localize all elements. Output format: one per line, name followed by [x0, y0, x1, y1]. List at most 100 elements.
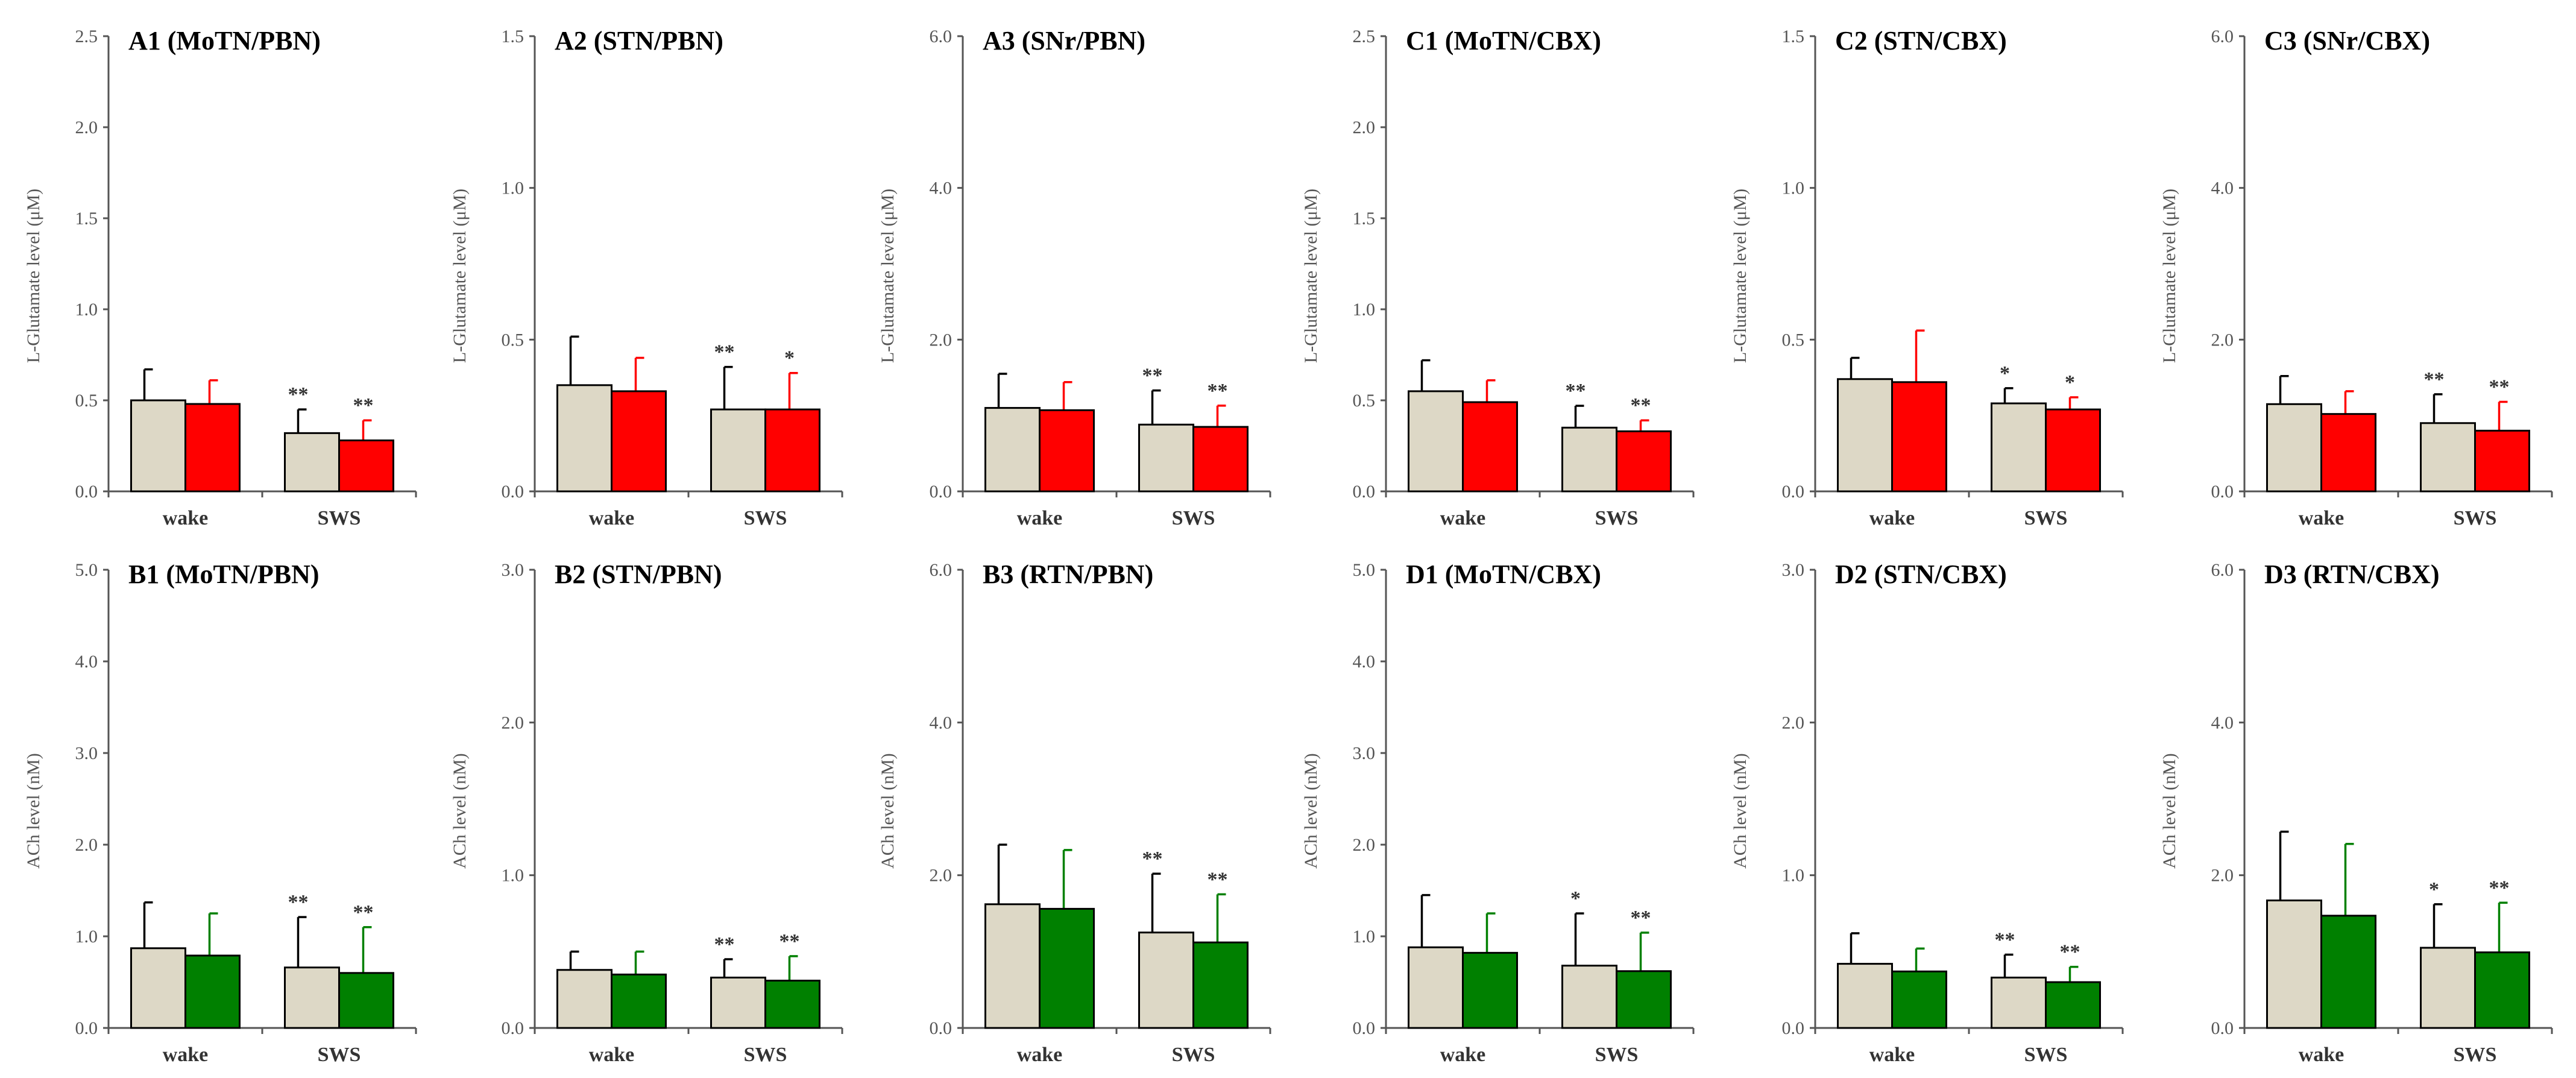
- y-tick-label: 1.0: [75, 300, 98, 320]
- y-axis-label: ACh level (nM): [1730, 753, 1750, 869]
- chart-panel-c3: 0.0 2.0 4.0 6.0 L-Glutamate level (μM) C3 (SN…: [2159, 26, 2553, 529]
- significance-marker: *: [784, 347, 795, 370]
- bar-control: [1991, 976, 2047, 1029]
- y-tick-label: 2.0: [1353, 118, 1376, 137]
- panel-title: B1 (MoTN/PBN): [128, 559, 320, 589]
- bar-treated: [2474, 429, 2530, 493]
- y-axis-label: L-Glutamate level (μM): [24, 189, 43, 363]
- significance-marker: **: [1566, 380, 1586, 402]
- bar-control: [1408, 390, 1464, 493]
- y-tick-label: 1.5: [1782, 27, 1805, 46]
- y-tick-label: 0.0: [1782, 482, 1805, 502]
- bar-control: [556, 969, 613, 1029]
- y-tick-label: 2.5: [75, 27, 98, 46]
- bar-treated: [2320, 915, 2376, 1029]
- bar-control: [2420, 947, 2476, 1029]
- x-category-label: wake: [1440, 507, 1486, 529]
- bar-control: [1138, 423, 1194, 493]
- chart-panel-c2: 0.0 0.5 1.0 1.5 L-Glutamate level (μM) C2 (ST…: [1730, 26, 2124, 529]
- x-category-label: SWS: [1595, 1044, 1639, 1066]
- y-tick-label: 2.0: [930, 330, 953, 350]
- y-tick-label: 1.0: [502, 866, 524, 886]
- bar-control: [2266, 899, 2322, 1029]
- y-tick-label: 1.5: [1353, 209, 1376, 229]
- y-tick-label: 1.0: [1782, 178, 1805, 198]
- y-tick-label: 2.0: [75, 835, 98, 855]
- y-axis-label: L-Glutamate level (μM): [1730, 189, 1750, 363]
- y-tick-label: 1.0: [1353, 927, 1376, 947]
- x-category-label: SWS: [1172, 507, 1215, 529]
- y-axis-label: ACh level (nM): [878, 753, 898, 869]
- y-tick-label: 2.0: [930, 866, 953, 886]
- x-category-label: SWS: [2454, 507, 2497, 529]
- x-category-label: SWS: [744, 1044, 787, 1066]
- x-category-label: wake: [589, 507, 635, 529]
- significance-marker: **: [2489, 877, 2510, 899]
- bar-treated: [184, 954, 241, 1029]
- y-tick-label: 1.0: [75, 927, 98, 947]
- y-tick-label: 0.0: [1782, 1018, 1805, 1038]
- y-tick-label: 2.0: [2211, 866, 2234, 886]
- bar-control: [984, 407, 1041, 493]
- x-category-label: SWS: [318, 507, 361, 529]
- y-tick-label: 0.5: [75, 391, 98, 411]
- significance-marker: **: [288, 383, 309, 406]
- y-tick-label: 3.0: [1353, 743, 1376, 763]
- y-tick-label: 1.0: [502, 178, 524, 198]
- significance-marker: **: [1208, 380, 1228, 402]
- significance-marker: **: [353, 901, 374, 924]
- y-tick-label: 4.0: [75, 652, 98, 672]
- chart-panel-a2: 0.0 0.5 1.0 1.5 L-Glutamate level (μM) A2 (ST…: [450, 26, 843, 529]
- bar-treated: [1462, 401, 1518, 493]
- chart-panel-d3: 0.0 2.0 4.0 6.0 ACh level (nM) D3 (RTN/CBX) wa…: [2159, 559, 2553, 1066]
- y-tick-label: 0.0: [2211, 1018, 2234, 1038]
- bar-control: [2420, 422, 2476, 493]
- panel-title: D1 (MoTN/CBX): [1406, 559, 1601, 589]
- panel-title: D2 (STN/CBX): [1835, 559, 2007, 589]
- y-tick-label: 1.5: [75, 209, 98, 229]
- significance-marker: **: [353, 394, 374, 417]
- bar-control: [1561, 965, 1617, 1029]
- y-tick-label: 4.0: [930, 713, 953, 733]
- bar-treated: [764, 408, 820, 493]
- y-axis-label: ACh level (nM): [1301, 753, 1321, 869]
- y-axis-label: L-Glutamate level (μM): [2159, 189, 2179, 363]
- bar-control: [1408, 946, 1464, 1029]
- bar-control: [556, 384, 613, 493]
- panel-title: C1 (MoTN/CBX): [1406, 26, 1601, 55]
- chart-panel-d2: 0.0 1.0 2.0 3.0 ACh level (nM) D2 (STN/CBX) wa…: [1730, 559, 2124, 1066]
- significance-marker: **: [288, 891, 309, 913]
- y-tick-label: 3.0: [75, 743, 98, 763]
- bar-treated: [764, 979, 820, 1029]
- panel-title: B3 (RTN/PBN): [983, 559, 1153, 589]
- y-tick-label: 0.0: [1353, 1018, 1376, 1038]
- chart-panel-a1: 0.0 0.5 1.0 1.5 2.0 2.5 L-Glutamate level (μM)…: [24, 26, 417, 529]
- y-tick-label: 5.0: [1353, 560, 1376, 580]
- y-tick-label: 1.5: [502, 27, 524, 46]
- x-category-label: SWS: [1172, 1044, 1215, 1066]
- bar-treated: [2045, 981, 2101, 1029]
- bar-treated: [1462, 951, 1518, 1029]
- x-category-label: wake: [163, 507, 209, 529]
- y-tick-label: 0.5: [1353, 391, 1376, 411]
- significance-marker: **: [2060, 941, 2080, 963]
- bar-treated: [338, 972, 394, 1029]
- chart-panel-b2: 0.0 1.0 2.0 3.0 ACh level (nM) B2 (STN/PBN) wa…: [450, 559, 843, 1066]
- significance-marker: **: [2489, 376, 2510, 399]
- chart-panel-a3: 0.0 2.0 4.0 6.0 L-Glutamate level (μM) A3 (SN…: [878, 26, 1271, 529]
- bar-treated: [611, 390, 667, 493]
- x-category-label: SWS: [318, 1044, 361, 1066]
- bar-control: [984, 903, 1041, 1029]
- bar-control: [710, 976, 766, 1029]
- significance-marker: **: [1631, 907, 1651, 929]
- significance-marker: *: [1570, 887, 1581, 910]
- y-tick-label: 5.0: [75, 560, 98, 580]
- bar-control: [1837, 378, 1893, 493]
- y-tick-label: 0.0: [1353, 482, 1376, 502]
- bar-control: [284, 432, 340, 493]
- y-tick-label: 4.0: [930, 178, 953, 198]
- x-category-label: wake: [1017, 1044, 1063, 1066]
- bar-treated: [1616, 970, 1672, 1029]
- significance-marker: **: [714, 933, 735, 956]
